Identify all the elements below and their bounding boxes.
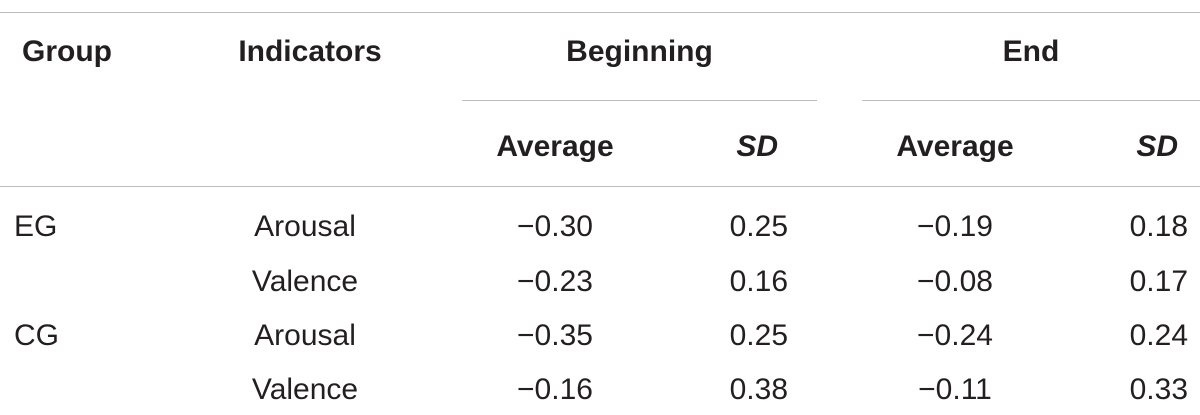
cell-end-sd: 0.18 [1129, 210, 1188, 243]
cell-end-average: −0.08 [917, 265, 993, 298]
cell-end-average: −0.24 [917, 319, 993, 352]
cell-beginning-sd: 0.16 [729, 265, 788, 298]
cell-beginning-sd: 0.25 [729, 210, 788, 243]
cell-end-average: −0.19 [917, 210, 993, 243]
cell-end-average: −0.11 [918, 373, 992, 406]
cell-beginning-average: −0.30 [517, 210, 593, 243]
cell-beginning-sd: 0.25 [729, 319, 788, 352]
header-beginning: Beginning [566, 35, 713, 68]
header-end-average: Average [896, 130, 1014, 163]
cell-end-sd: 0.33 [1129, 373, 1188, 406]
cell-group: EG [14, 210, 58, 243]
cell-beginning-average: −0.35 [517, 319, 593, 352]
header-end-sd: SD [1136, 130, 1178, 163]
table-top-rule [0, 12, 1200, 13]
end-span-rule [862, 100, 1200, 101]
cell-indicator: Valence [251, 265, 359, 298]
cell-indicator: Arousal [254, 210, 356, 243]
header-end: End [1002, 35, 1060, 68]
cell-beginning-sd: 0.38 [729, 373, 788, 406]
header-bottom-rule [0, 186, 1200, 187]
header-group: Group [22, 35, 112, 68]
cell-end-sd: 0.17 [1129, 265, 1188, 298]
header-beginning-sd: SD [736, 130, 778, 163]
cell-beginning-average: −0.23 [517, 265, 593, 298]
header-indicators: Indicators [238, 35, 382, 68]
cell-beginning-average: −0.16 [517, 373, 593, 406]
header-beginning-average: Average [496, 130, 614, 163]
cell-group: CG [14, 319, 59, 352]
beginning-span-rule [462, 100, 817, 101]
cell-end-sd: 0.24 [1129, 319, 1188, 352]
cell-indicator: Arousal [254, 319, 356, 352]
cell-indicator: Valence [251, 373, 359, 406]
